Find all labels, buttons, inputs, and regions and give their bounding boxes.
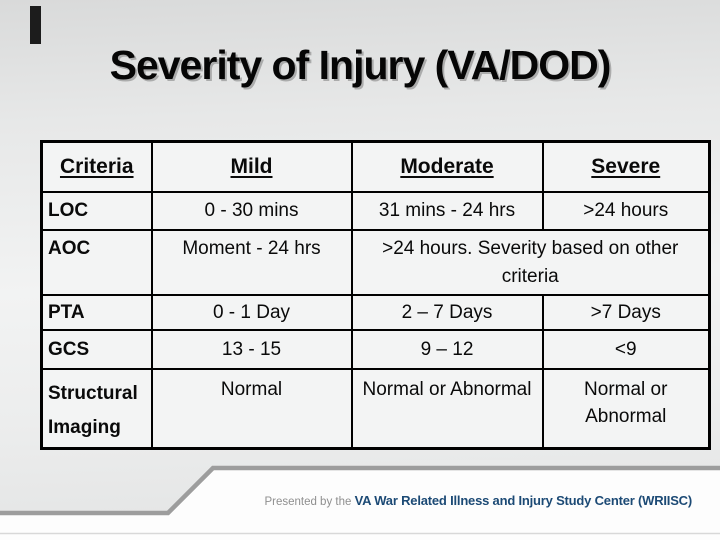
row-label-gcs: GCS — [40, 329, 153, 370]
footer-diagonal-divider — [0, 465, 720, 516]
footer-org-name: VA War Related Illness and Injury Study … — [354, 493, 693, 508]
cell-loc-moderate: 31 mins - 24 hrs — [350, 191, 544, 231]
footer-prefix-text: Presented by the — [264, 496, 355, 508]
cell-aoc-mild: Moment - 24 hrs — [150, 229, 353, 296]
cell-imaging-severe: Normal or Abnormal — [541, 368, 711, 450]
column-header-severe: Severe — [541, 140, 711, 193]
row-label-loc: LOC — [40, 191, 153, 231]
cell-gcs-mild: 13 - 15 — [150, 329, 353, 370]
column-header-mild: Mild — [150, 140, 353, 193]
row-label-structural-imaging: Structural Imaging — [40, 368, 153, 450]
table-row-gcs: GCS 13 - 15 9 – 12 <9 — [40, 329, 711, 370]
footer-white-band — [0, 468, 720, 540]
cell-loc-severe: >24 hours — [541, 191, 711, 231]
severity-table: Criteria Mild Moderate Severe LOC 0 - 30… — [40, 140, 711, 451]
cell-imaging-moderate: Normal or Abnormal — [350, 368, 544, 450]
cell-gcs-severe: <9 — [541, 329, 711, 370]
column-header-criteria: Criteria — [40, 140, 153, 193]
row-label-aoc: AOC — [40, 229, 153, 296]
cell-gcs-moderate: 9 – 12 — [350, 329, 544, 370]
table-row-loc: LOC 0 - 30 mins 31 mins - 24 hrs >24 hou… — [40, 191, 711, 231]
cell-pta-moderate: 2 – 7 Days — [350, 294, 544, 331]
cell-loc-mild: 0 - 30 mins — [150, 191, 353, 231]
footer-attribution: Presented by the VA War Related Illness … — [264, 492, 692, 510]
cell-aoc-moderate-severe: >24 hours. Severity based on other crite… — [350, 229, 711, 296]
cell-imaging-mild: Normal — [150, 368, 353, 450]
slide-title: Severity of Injury (VA/DOD) — [109, 42, 612, 88]
footer-divider-band — [0, 465, 720, 540]
column-header-moderate: Moderate — [350, 140, 544, 193]
row-label-pta: PTA — [40, 294, 153, 331]
table-row-aoc: AOC Moment - 24 hrs >24 hours. Severity … — [40, 229, 711, 296]
text-cursor-artifact — [30, 6, 41, 44]
table-row-structural-imaging: Structural Imaging Normal Normal or Abno… — [40, 368, 711, 450]
cell-pta-severe: >7 Days — [541, 294, 711, 331]
table-row-pta: PTA 0 - 1 Day 2 – 7 Days >7 Days — [40, 294, 711, 331]
table-header-row: Criteria Mild Moderate Severe — [40, 140, 711, 193]
cell-pta-mild: 0 - 1 Day — [150, 294, 353, 331]
